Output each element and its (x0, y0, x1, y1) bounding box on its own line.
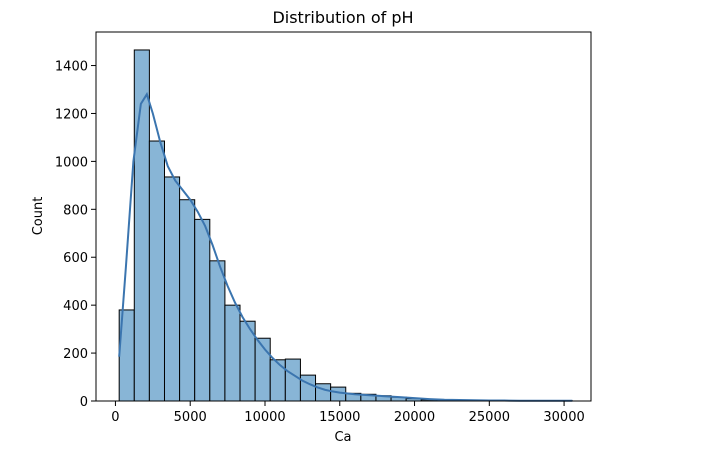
histogram-bar (225, 305, 240, 401)
x-tick-label: 25000 (469, 410, 510, 425)
y-axis-ticks: 0 200 400 600 800 1000 1200 1400 (55, 60, 96, 410)
x-axis-ticks: 0 5000 10000 15000 20000 25000 30000 (111, 401, 584, 425)
chart-title: Distribution of pH (272, 8, 413, 27)
y-axis-label: Count (31, 197, 46, 236)
y-tick-label: 600 (63, 251, 88, 266)
y-tick-label: 1000 (55, 155, 88, 170)
x-tick-label: 30000 (543, 410, 584, 425)
x-tick-label: 10000 (244, 410, 285, 425)
x-tick-label: 0 (111, 410, 119, 425)
x-axis-label: Ca (334, 430, 351, 445)
y-tick-label: 800 (63, 203, 88, 218)
x-tick-label: 20000 (394, 410, 435, 425)
bars-group (119, 50, 572, 401)
x-tick-label: 15000 (319, 410, 360, 425)
histogram-bar (316, 384, 331, 401)
y-tick-label: 200 (63, 347, 88, 362)
x-tick-label: 5000 (174, 410, 207, 425)
histogram-bar (285, 359, 300, 401)
histogram-bar (149, 141, 164, 401)
y-tick-label: 400 (63, 299, 88, 314)
histogram-bar (195, 219, 210, 401)
y-tick-label: 1400 (55, 60, 88, 75)
histogram-bar (210, 261, 225, 401)
histogram-bar (331, 387, 346, 401)
histogram-bar (300, 375, 315, 401)
y-tick-label: 1200 (55, 107, 88, 122)
histogram-bar (180, 200, 195, 401)
histogram-bar (270, 360, 285, 401)
y-tick-label: 0 (80, 395, 88, 410)
histogram-bar (164, 177, 179, 401)
